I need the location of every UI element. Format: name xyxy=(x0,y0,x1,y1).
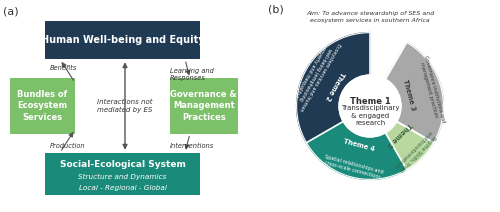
Text: Benefits: Benefits xyxy=(50,65,78,71)
Text: Production: Production xyxy=(50,143,86,149)
Text: Governance &
Management
Practices: Governance & Management Practices xyxy=(170,90,237,122)
Text: Theme 4: Theme 4 xyxy=(343,138,376,152)
FancyBboxPatch shape xyxy=(45,21,200,59)
Text: Interventions: Interventions xyxy=(170,143,214,149)
Polygon shape xyxy=(386,42,444,143)
FancyBboxPatch shape xyxy=(10,78,75,134)
Text: Regime Shifts, traps
and transformations: Regime Shifts, traps and transformations xyxy=(394,130,436,173)
Text: Governance institutions and
management practices: Governance institutions and management p… xyxy=(418,55,446,124)
Polygon shape xyxy=(296,33,370,143)
Text: Interactions not
mediated by ES: Interactions not mediated by ES xyxy=(97,99,153,113)
FancyBboxPatch shape xyxy=(45,153,200,195)
Text: Aim: To advance stewardship of SES and: Aim: To advance stewardship of SES and xyxy=(306,11,434,16)
Text: Local - Regional - Global: Local - Regional - Global xyxy=(78,185,166,191)
Text: Theme 2: Theme 2 xyxy=(324,70,345,101)
Text: Bundles of
Ecosystem
Services: Bundles of Ecosystem Services xyxy=(18,90,68,122)
Text: Transdisciplinary
& engaged
research: Transdisciplinary & engaged research xyxy=(341,105,399,126)
Text: Theme 5: Theme 5 xyxy=(386,121,412,148)
Polygon shape xyxy=(306,121,406,179)
Text: ecosystem services in southern Africa: ecosystem services in southern Africa xyxy=(310,18,430,23)
Polygon shape xyxy=(386,121,434,170)
Text: Theme 3: Theme 3 xyxy=(402,79,416,112)
Text: (b): (b) xyxy=(268,4,284,14)
Text: Social-Ecological System: Social-Ecological System xyxy=(60,160,186,169)
Text: (a): (a) xyxy=(2,6,18,16)
Text: Human Well-being and Equity: Human Well-being and Equity xyxy=(40,35,204,45)
Text: Ecosystem services and human
well-being (emphasizing
poverty and inequality): Ecosystem services and human well-being … xyxy=(288,36,342,112)
Text: Theme 1: Theme 1 xyxy=(350,97,391,106)
FancyBboxPatch shape xyxy=(170,78,237,134)
Text: Structure and Dynamics: Structure and Dynamics xyxy=(78,174,166,180)
Text: Spatial relationships and
cross-scale connections: Spatial relationships and cross-scale co… xyxy=(323,154,384,180)
Text: Learning and
Responses: Learning and Responses xyxy=(170,68,214,81)
Circle shape xyxy=(339,75,401,137)
